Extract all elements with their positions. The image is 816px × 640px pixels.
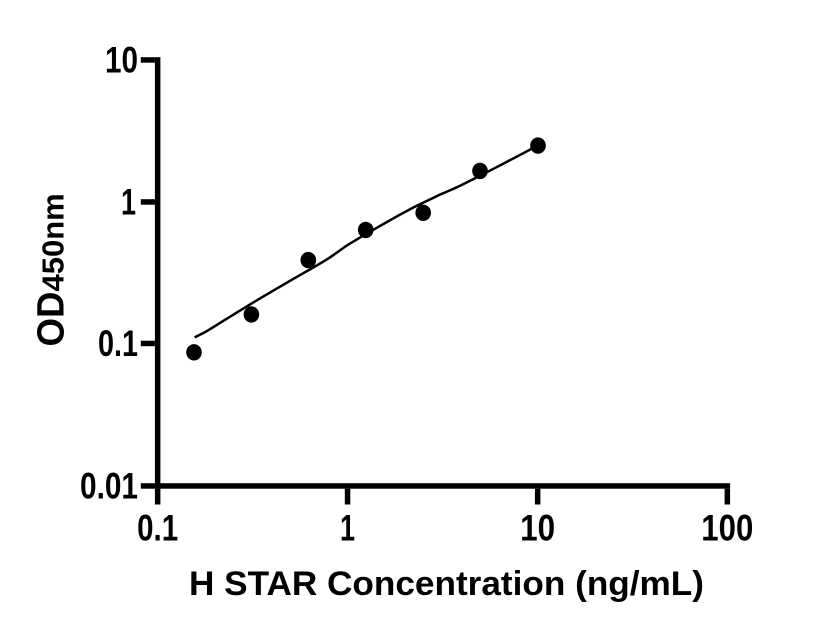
svg-text:1: 1 [340, 508, 355, 549]
svg-text:0.1: 0.1 [137, 508, 178, 549]
svg-text:1: 1 [121, 182, 136, 223]
svg-text:10: 10 [105, 40, 138, 81]
svg-text:10: 10 [520, 508, 555, 549]
svg-text:H STAR Concentration (ng/mL): H STAR Concentration (ng/mL) [189, 565, 704, 603]
svg-text:OD450nm: OD450nm [31, 193, 73, 346]
svg-text:0.1: 0.1 [98, 323, 138, 364]
svg-text:0.01: 0.01 [80, 466, 138, 507]
svg-text:100: 100 [701, 508, 753, 549]
